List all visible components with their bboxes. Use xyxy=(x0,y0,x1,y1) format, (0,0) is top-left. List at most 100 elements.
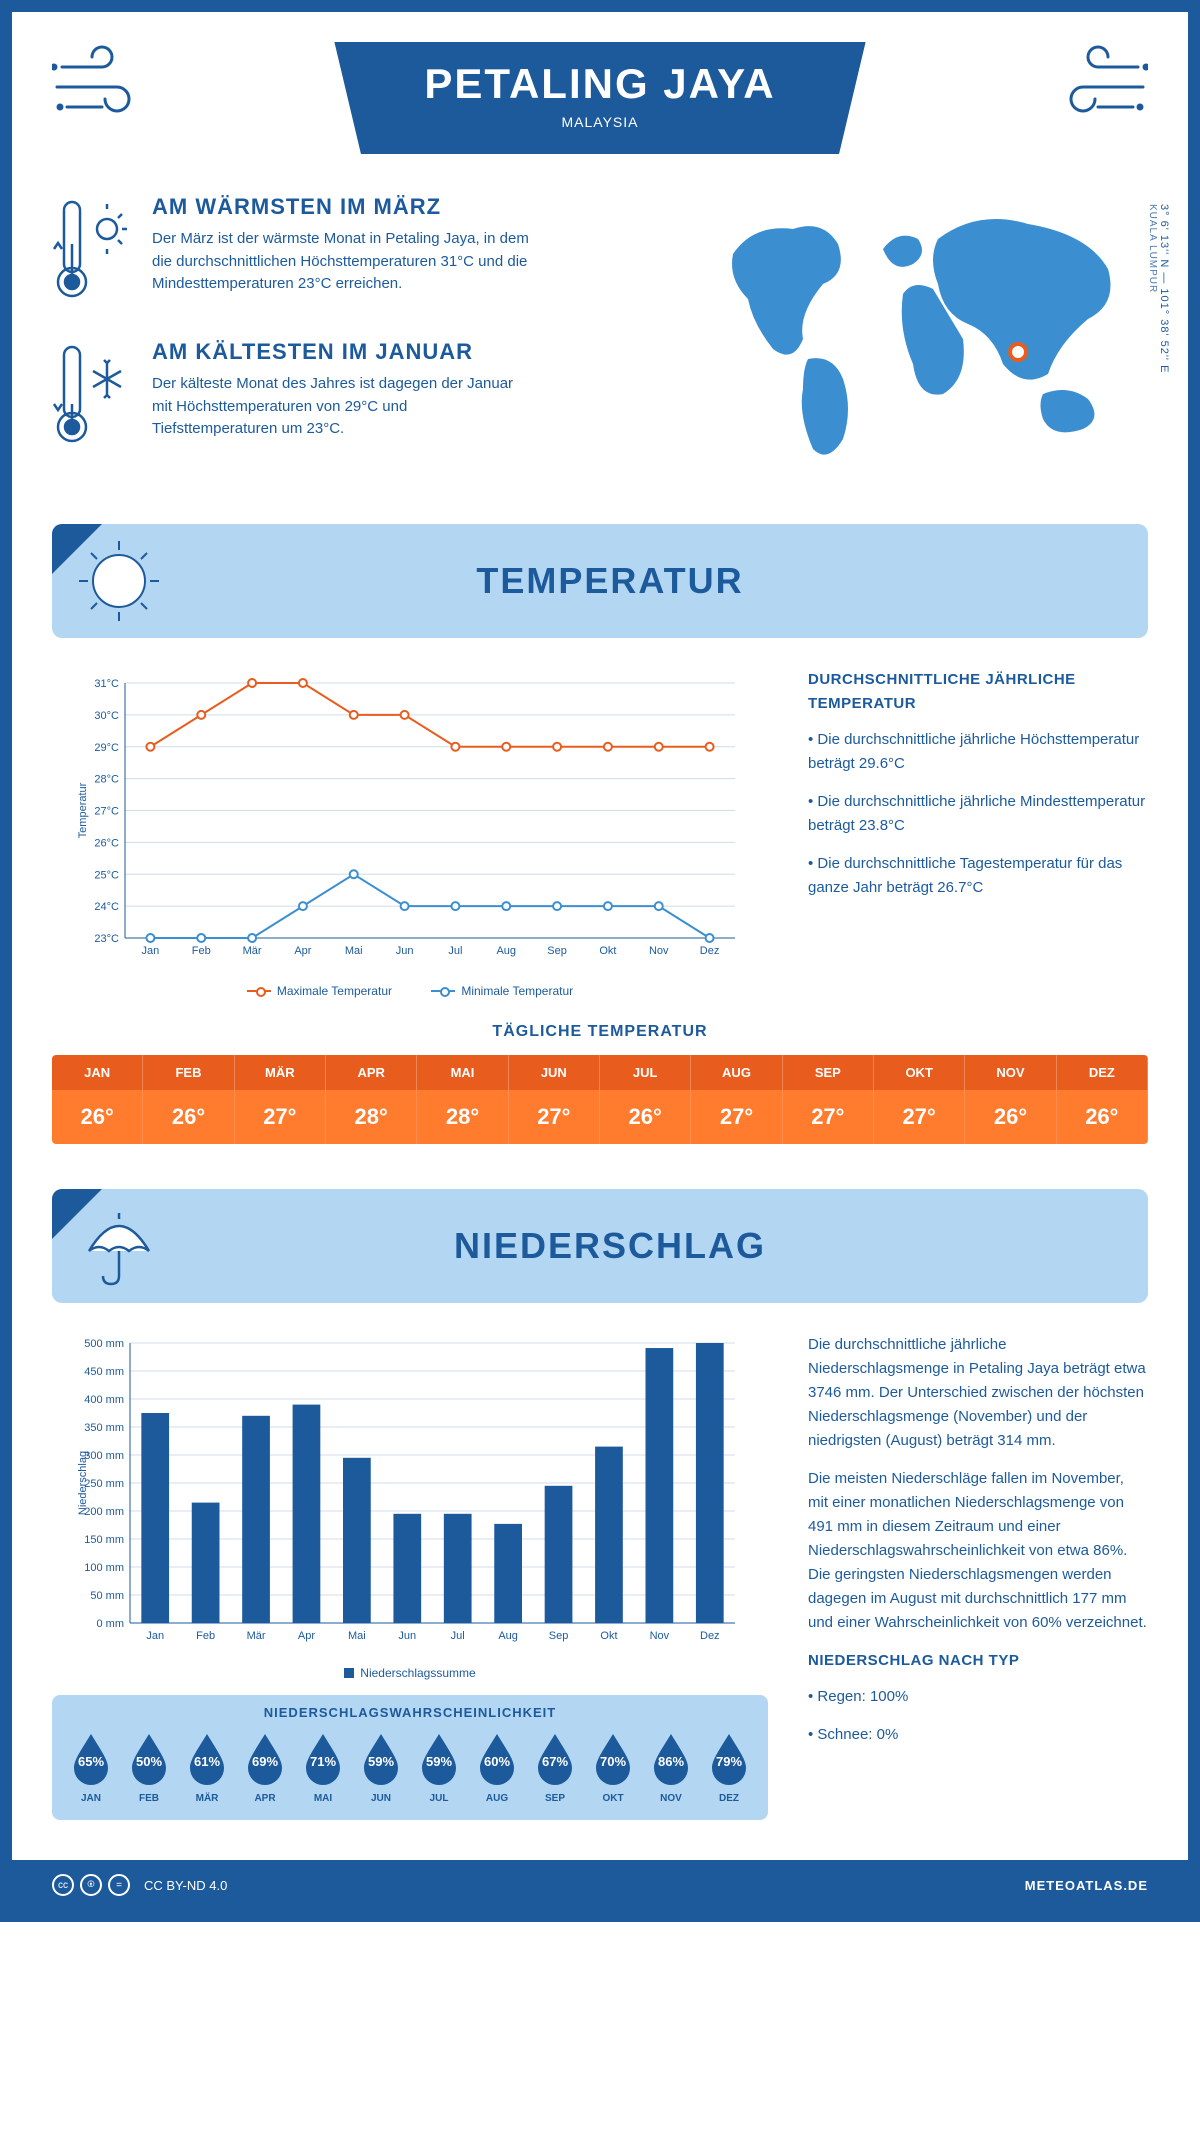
svg-text:Jul: Jul xyxy=(451,1630,465,1642)
by-icon: 🅯 xyxy=(80,1874,102,1896)
daily-temp-table: JANFEBMÄRAPRMAIJUNJULAUGSEPOKTNOVDEZ26°2… xyxy=(52,1055,1148,1144)
probability-drop: 65% JAN xyxy=(64,1730,118,1804)
svg-text:24°C: 24°C xyxy=(94,901,119,913)
drop-percent: 59% xyxy=(354,1754,408,1769)
svg-text:Dez: Dez xyxy=(700,1630,720,1642)
world-map xyxy=(708,194,1148,474)
drop-percent: 50% xyxy=(122,1754,176,1769)
svg-text:Apr: Apr xyxy=(298,1630,315,1642)
drop-percent: 60% xyxy=(470,1754,524,1769)
drop-month: JAN xyxy=(64,1793,118,1804)
coldest-text: Der kälteste Monat des Jahres ist dagege… xyxy=(152,373,532,441)
title-banner: PETALING JAYA MALAYSIA xyxy=(334,42,865,154)
drop-month: APR xyxy=(238,1793,292,1804)
svg-text:150 mm: 150 mm xyxy=(84,1534,124,1546)
precip-section-title: NIEDERSCHLAG xyxy=(194,1225,1136,1267)
daily-month: DEZ xyxy=(1057,1055,1148,1090)
sun-icon xyxy=(74,536,164,626)
daily-month: SEP xyxy=(783,1055,874,1090)
probability-drop: 71% MAI xyxy=(296,1730,350,1804)
svg-text:Apr: Apr xyxy=(294,945,311,957)
svg-text:26°C: 26°C xyxy=(94,837,119,849)
drop-month: JUL xyxy=(412,1793,466,1804)
svg-text:Niederschlag: Niederschlag xyxy=(77,1451,89,1515)
umbrella-icon xyxy=(74,1201,164,1291)
country-name: MALAYSIA xyxy=(424,114,775,130)
daily-value: 26° xyxy=(965,1090,1056,1144)
svg-text:350 mm: 350 mm xyxy=(84,1422,124,1434)
svg-text:100 mm: 100 mm xyxy=(84,1562,124,1574)
svg-text:Mär: Mär xyxy=(243,945,262,957)
svg-text:30°C: 30°C xyxy=(94,710,119,722)
drop-month: SEP xyxy=(528,1793,582,1804)
wind-icon xyxy=(1048,42,1148,144)
svg-text:400 mm: 400 mm xyxy=(84,1394,124,1406)
drop-month: NOV xyxy=(644,1793,698,1804)
temp-chart-row: 23°C24°C25°C26°C27°C28°C29°C30°C31°CJanF… xyxy=(52,668,1148,998)
coords-sub: KUALA LUMPUR xyxy=(1147,204,1158,293)
temp-section-title: TEMPERATUR xyxy=(194,560,1136,602)
drop-month: FEB xyxy=(122,1793,176,1804)
daily-month: MAI xyxy=(417,1055,508,1090)
svg-text:Okt: Okt xyxy=(600,1630,617,1642)
temp-legend: Maximale Temperatur Minimale Temperatur xyxy=(52,981,768,998)
temp-bullet: • Die durchschnittliche jährliche Mindes… xyxy=(808,790,1148,838)
city-name: PETALING JAYA xyxy=(424,60,775,108)
daily-month: JUL xyxy=(600,1055,691,1090)
license: cc 🅯 = CC BY-ND 4.0 xyxy=(52,1874,227,1896)
daily-month: OKT xyxy=(874,1055,965,1090)
coordinates: 3° 6' 13'' N — 101° 38' 52'' E KUALA LUM… xyxy=(1146,204,1170,373)
svg-text:31°C: 31°C xyxy=(94,678,119,690)
daily-value: 27° xyxy=(783,1090,874,1144)
svg-text:Dez: Dez xyxy=(700,945,720,957)
temp-bullet: • Die durchschnittliche Tagestemperatur … xyxy=(808,852,1148,900)
daily-month: AUG xyxy=(691,1055,782,1090)
probability-drop: 59% JUN xyxy=(354,1730,408,1804)
probability-title: NIEDERSCHLAGSWAHRSCHEINLICHKEIT xyxy=(64,1705,756,1720)
svg-text:Jan: Jan xyxy=(146,1630,164,1642)
probability-drop: 79% DEZ xyxy=(702,1730,756,1804)
svg-text:200 mm: 200 mm xyxy=(84,1506,124,1518)
daily-month: APR xyxy=(326,1055,417,1090)
svg-text:0 mm: 0 mm xyxy=(97,1618,125,1630)
svg-text:Nov: Nov xyxy=(650,1630,670,1642)
map-area: 3° 6' 13'' N — 101° 38' 52'' E KUALA LUM… xyxy=(708,194,1148,484)
probability-drop: 59% JUL xyxy=(412,1730,466,1804)
drop-month: MAI xyxy=(296,1793,350,1804)
daily-value: 26° xyxy=(143,1090,234,1144)
temp-side-text: DURCHSCHNITTLICHE JÄHRLICHE TEMPERATUR •… xyxy=(808,668,1148,998)
precip-legend: Niederschlagssumme xyxy=(52,1666,768,1681)
probability-drop: 86% NOV xyxy=(644,1730,698,1804)
drop-percent: 69% xyxy=(238,1754,292,1769)
drop-percent: 86% xyxy=(644,1754,698,1769)
daily-value: 28° xyxy=(417,1090,508,1144)
wind-icon xyxy=(52,42,152,144)
drop-month: MÄR xyxy=(180,1793,234,1804)
probability-drop: 69% APR xyxy=(238,1730,292,1804)
temp-bullet: • Die durchschnittliche jährliche Höchst… xyxy=(808,728,1148,776)
warmest-title: AM WÄRMSTEN IM MÄRZ xyxy=(152,194,532,220)
svg-text:Temperatur: Temperatur xyxy=(77,782,89,838)
svg-text:Jun: Jun xyxy=(398,1630,416,1642)
brand: METEOATLAS.DE xyxy=(1025,1878,1148,1893)
daily-value: 26° xyxy=(1057,1090,1148,1144)
svg-text:450 mm: 450 mm xyxy=(84,1366,124,1378)
precip-section-band: NIEDERSCHLAG xyxy=(52,1189,1148,1303)
drop-percent: 65% xyxy=(64,1754,118,1769)
svg-text:Jul: Jul xyxy=(448,945,462,957)
thermometer-hot-icon xyxy=(52,194,132,309)
daily-value: 26° xyxy=(52,1090,143,1144)
precip-type: • Regen: 100% xyxy=(808,1685,1148,1709)
header: PETALING JAYA MALAYSIA xyxy=(52,42,1148,154)
drop-percent: 67% xyxy=(528,1754,582,1769)
probability-drop: 67% SEP xyxy=(528,1730,582,1804)
daily-value: 27° xyxy=(235,1090,326,1144)
svg-text:Mai: Mai xyxy=(345,945,363,957)
daily-temp-title: TÄGLICHE TEMPERATUR xyxy=(52,1023,1148,1041)
svg-text:27°C: 27°C xyxy=(94,806,119,818)
drop-month: JUN xyxy=(354,1793,408,1804)
daily-value: 27° xyxy=(691,1090,782,1144)
probability-box: NIEDERSCHLAGSWAHRSCHEINLICHKEIT 65% JAN … xyxy=(52,1695,768,1820)
svg-text:50 mm: 50 mm xyxy=(90,1590,124,1602)
daily-value: 27° xyxy=(874,1090,965,1144)
